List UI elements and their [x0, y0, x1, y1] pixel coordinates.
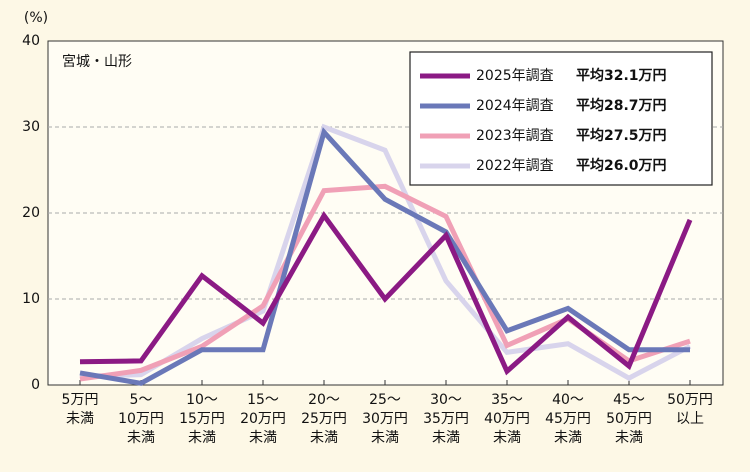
x-tick-label: 30〜	[430, 392, 462, 408]
legend-average: 平均26.0万円	[576, 157, 667, 174]
legend-label: 2025年調査	[476, 68, 554, 84]
x-tick-label: 50万円	[667, 392, 713, 408]
x-tick-label: 50万円	[606, 411, 652, 427]
x-tick-label: 20〜	[308, 392, 340, 408]
x-tick-label: 未満	[493, 430, 521, 446]
y-unit: (%)	[24, 10, 48, 26]
x-tick-label: 25万円	[301, 411, 347, 427]
legend-label: 2023年調査	[476, 128, 554, 144]
y-tick-label: 0	[31, 377, 40, 393]
y-tick-label: 40	[22, 33, 40, 49]
x-tick-label: 25〜	[369, 392, 401, 408]
x-tick-label: 20万円	[240, 411, 286, 427]
legend-label: 2022年調査	[476, 158, 554, 174]
x-tick-label: 15〜	[247, 392, 279, 408]
x-tick-label: 未満	[127, 430, 155, 446]
y-tick-label: 30	[22, 119, 40, 135]
x-tick-label: 未満	[432, 430, 460, 446]
subtitle: 宮城・山形	[62, 54, 132, 70]
x-tick-label: 未満	[371, 430, 399, 446]
x-tick-label: 10万円	[118, 411, 164, 427]
series-line	[79, 127, 690, 386]
x-tick-label: 30万円	[362, 411, 408, 427]
x-tick-label: 5万円	[62, 392, 99, 408]
series-line	[79, 210, 693, 376]
x-tick-label: 以上	[676, 411, 704, 427]
x-tick-label: 未満	[310, 430, 338, 446]
x-tick-label: 未満	[188, 430, 216, 446]
legend-average: 平均28.7万円	[576, 97, 667, 114]
x-tick-label: 未満	[615, 430, 643, 446]
y-tick-label: 10	[22, 291, 40, 307]
x-tick-label: 5〜	[130, 392, 153, 408]
x-tick-label: 35〜	[491, 392, 523, 408]
x-tick-label: 40万円	[484, 411, 530, 427]
series-line	[79, 123, 692, 381]
x-tick-label: 40〜	[552, 392, 584, 408]
legend-label: 2024年調査	[476, 98, 554, 114]
y-tick-label: 20	[22, 205, 40, 221]
x-tick-label: 未満	[66, 411, 94, 427]
x-tick-label: 10〜	[186, 392, 218, 408]
x-tick-label: 45〜	[613, 392, 645, 408]
x-tick-label: 45万円	[545, 411, 591, 427]
x-tick-label: 35万円	[423, 411, 469, 427]
x-tick-label: 未満	[249, 430, 277, 446]
x-tick-label: 15万円	[179, 411, 225, 427]
legend-average: 平均27.5万円	[576, 127, 667, 144]
legend-average: 平均32.1万円	[576, 67, 667, 84]
x-tick-label: 未満	[554, 430, 582, 446]
